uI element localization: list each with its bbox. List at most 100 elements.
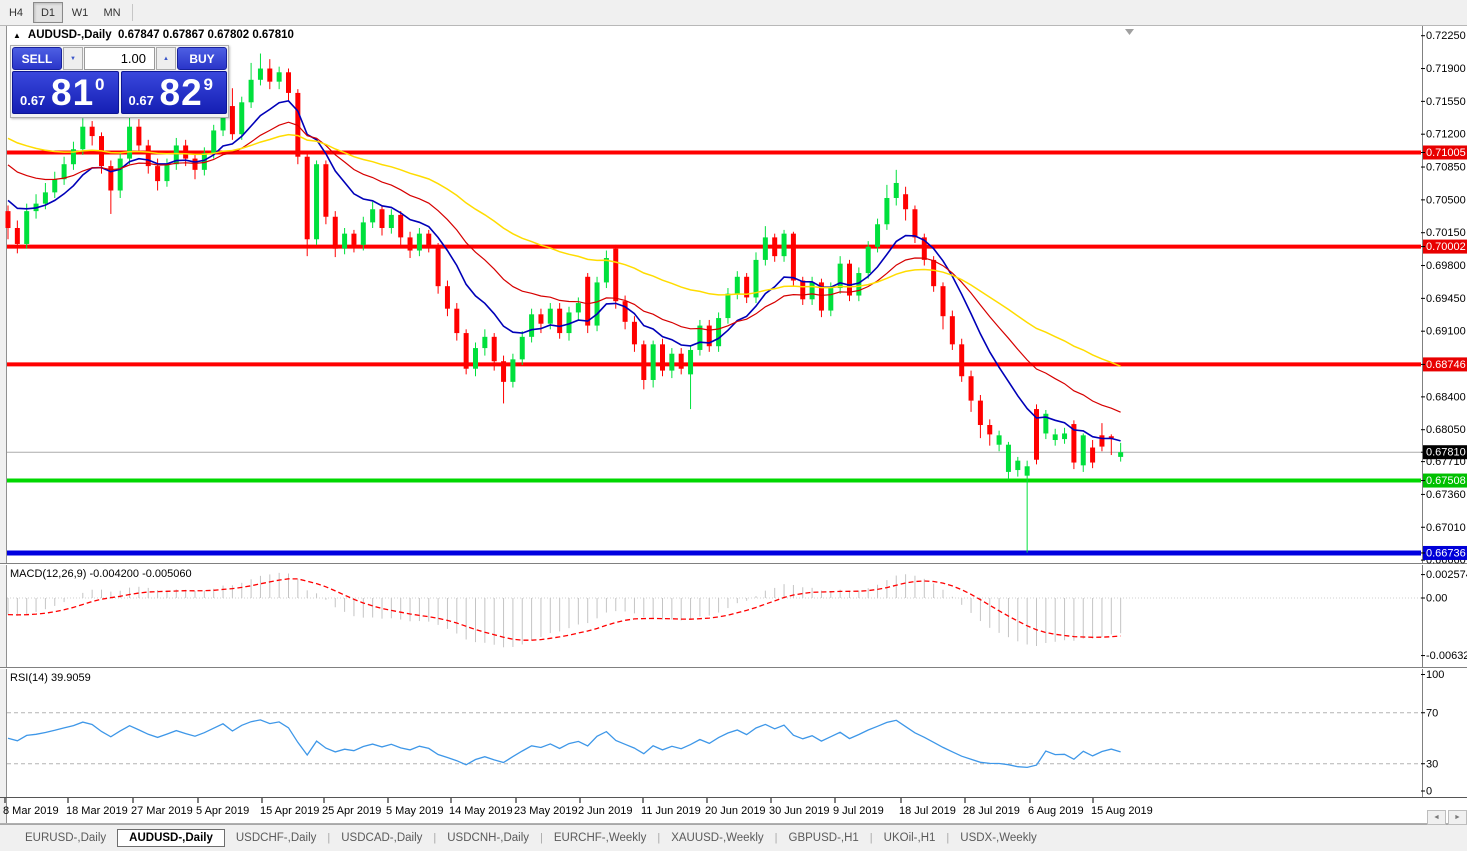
svg-text:0.72250: 0.72250 [1426,30,1466,42]
tab-eurchf-weekly[interactable]: EURCHF-,Weekly [553,832,647,844]
svg-text:-0.006326: -0.006326 [1426,650,1467,662]
buy-price-tile[interactable]: 0.67 82 9 [120,71,227,114]
rsi-pane[interactable] [7,712,1421,769]
svg-text:28 Jul 2019: 28 Jul 2019 [963,805,1020,817]
svg-text:0.71550: 0.71550 [1426,96,1466,108]
collapse-icon[interactable]: ▲ [13,30,21,40]
rsi-axis[interactable]: 100 70 30 0 [1421,669,1444,798]
sell-price-pip: 0 [95,75,105,94]
scroll-right-button[interactable]: ► [1448,810,1467,825]
tab-usdchf-daily[interactable]: USDCHF-,Daily [235,832,317,844]
svg-text:23 May 2019: 23 May 2019 [514,805,578,817]
svg-text:0.002574: 0.002574 [1426,569,1467,581]
svg-text:70: 70 [1426,707,1438,719]
svg-text:0.00: 0.00 [1426,593,1447,605]
svg-text:8 Mar 2019: 8 Mar 2019 [3,805,59,817]
sell-price-tile[interactable]: 0.67 81 0 [12,71,119,114]
svg-text:6 Aug 2019: 6 Aug 2019 [1028,805,1084,817]
timeframe-button-mn[interactable]: MN [103,6,121,19]
volume-increase-button[interactable]: ▲ [156,47,176,70]
svg-text:100: 100 [1426,669,1444,681]
svg-text:0.69100: 0.69100 [1426,326,1466,338]
svg-text:0.67360: 0.67360 [1426,489,1466,501]
svg-text:0.69800: 0.69800 [1426,260,1466,272]
sell-price-big: 81 [51,72,95,113]
moving-average-line-45 [7,133,1121,367]
rsi-line [7,719,1121,769]
buy-button[interactable]: BUY [177,47,227,70]
price-badge-0.70002: 0.70002 [1426,241,1466,253]
tab-separator: | [540,832,543,844]
svg-text:5 May 2019: 5 May 2019 [386,805,443,817]
tab-ukoil-h1[interactable]: UKOil-,H1 [883,832,936,844]
svg-text:0.71900: 0.71900 [1426,63,1466,75]
tab-separator: | [774,832,778,844]
sell-button[interactable]: SELL [12,47,62,70]
svg-text:25 Apr 2019: 25 Apr 2019 [322,805,381,817]
svg-text:9 Jul 2019: 9 Jul 2019 [833,805,884,817]
scroll-left-button[interactable]: ◄ [1427,810,1446,825]
scroll-right-icon: ► [1454,814,1461,821]
tab-audusd-daily[interactable]: AUDUSD-,Daily [117,829,225,847]
macd-axis[interactable]: 0.002574 0.00 -0.006326 [1421,569,1467,662]
svg-text:20 Jun 2019: 20 Jun 2019 [705,805,766,817]
svg-text:14 May 2019: 14 May 2019 [449,805,513,817]
tab-usdcad-daily[interactable]: USDCAD-,Daily [341,832,423,844]
macd-pane[interactable] [7,572,1421,648]
svg-text:5 Apr 2019: 5 Apr 2019 [196,805,249,817]
svg-text:0: 0 [1426,786,1432,798]
tab-gbpusd-h1[interactable]: GBPUSD-,H1 [788,832,859,844]
buy-price-prefix: 0.67 [128,93,154,108]
macd-signal-line [7,578,1121,641]
candles-layer [5,53,1124,553]
sell-price-prefix: 0.67 [20,93,46,108]
buy-price-pip: 9 [203,75,213,94]
spinner-up-icon: ▲ [163,55,169,62]
chart-shift-marker-icon[interactable] [1125,29,1134,35]
timeframe-toolbar: H4 D1 W1 MN [0,0,1467,26]
tab-eurusd-daily[interactable]: EURUSD-,Daily [25,832,107,844]
scroll-left-icon: ◄ [1433,814,1440,821]
svg-text:0.71200: 0.71200 [1426,129,1466,141]
timeframe-button-w1[interactable]: W1 [71,6,89,19]
price-badge-0.66736: 0.66736 [1426,547,1466,559]
tab-usdx-weekly[interactable]: USDX-,Weekly [960,832,1037,844]
svg-text:18 Jul 2019: 18 Jul 2019 [899,805,956,817]
main-price-pane[interactable] [5,29,1422,556]
timeframe-button-h4[interactable]: H4 [8,6,24,19]
price-badge-0.67810: 0.67810 [1426,447,1466,459]
svg-text:0.69450: 0.69450 [1426,293,1466,305]
tab-separator: | [433,832,437,844]
horizontal-scrollbar: ◄ ► [1427,810,1467,825]
tab-usdcnh-daily[interactable]: USDCNH-,Daily [447,832,530,844]
date-axis[interactable]: 8 Mar 2019 18 Mar 2019 27 Mar 2019 5 Apr 20… [3,798,1153,817]
chart-symbol-label: AUDUSD-,Daily [27,29,112,41]
price-axis[interactable]: 0.72250 0.71900 0.71550 0.71200 0.70850 0.705… [1421,30,1467,567]
svg-text:0.70500: 0.70500 [1426,194,1466,206]
svg-text:27 Mar 2019: 27 Mar 2019 [131,805,193,817]
volume-decrease-button[interactable]: ▼ [63,47,83,70]
spinner-down-icon: ▼ [70,55,76,62]
tab-separator: | [657,832,661,844]
symbol-tab-bar: EURUSD-,Daily AUDUSD-,Daily USDCHF-,Daily |… [0,824,1467,851]
tab-separator: | [946,832,950,844]
moving-average-line-21 [7,121,1121,413]
chart-title: ▲ AUDUSD-,Daily 0.67847 0.67867 0.67802 … [13,29,294,41]
tab-separator: | [869,832,873,844]
chart-ohlc-values: 0.67847 0.67867 0.67802 0.67810 [118,29,294,41]
tab-separator: | [327,832,331,844]
svg-text:15 Apr 2019: 15 Apr 2019 [260,805,319,817]
moving-average-line-10 [7,100,1121,442]
toolbar-separator [132,4,133,21]
macd-indicator-label: MACD(12,26,9) -0.004200 -0.005060 [10,568,192,580]
tab-xauusd-weekly[interactable]: XAUUSD-,Weekly [671,832,764,844]
svg-text:30: 30 [1426,758,1438,770]
timeframe-button-d1[interactable]: D1 [33,2,63,23]
svg-text:0.67010: 0.67010 [1426,522,1466,534]
volume-input[interactable] [84,47,155,70]
price-badge-0.68746: 0.68746 [1426,359,1466,371]
price-badge-0.67508: 0.67508 [1426,475,1466,487]
svg-text:0.70150: 0.70150 [1426,227,1466,239]
